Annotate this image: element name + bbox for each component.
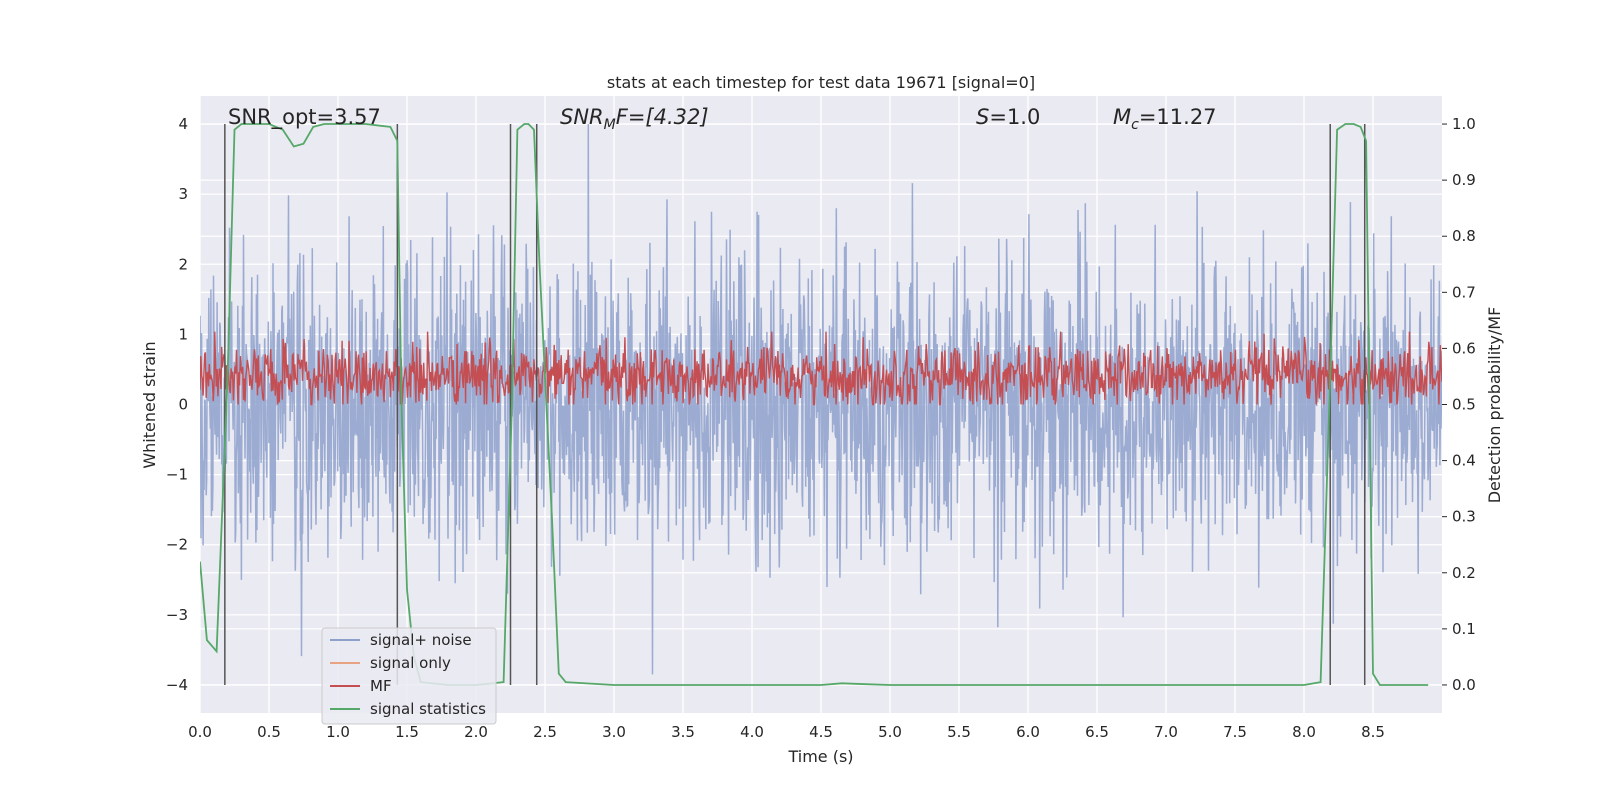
- x-tick-label: 1.5: [395, 723, 419, 741]
- y-tick-label: −4: [166, 676, 188, 694]
- legend-label-mf: MF: [370, 677, 392, 695]
- x-tick-label: 4.5: [809, 723, 833, 741]
- signal-statistics-line: [200, 123, 1429, 686]
- annotation-snr-mf: SNRMF=[4.32]: [560, 105, 709, 133]
- legend-box: [321, 627, 497, 725]
- x-tick-label: 7.5: [1223, 723, 1247, 741]
- y2-tick-label: 0.2: [1452, 564, 1476, 582]
- legend: signal+ noise signal only MF signal stat…: [321, 627, 497, 725]
- y2-axis-ticks: 0.0 0.1 0.2 0.3 0.4 0.5 0.6 0.7 0.8 0.9 1.0: [1442, 115, 1476, 694]
- y2-tick-label: 1.0: [1452, 115, 1476, 133]
- x-tick-label: 0.5: [257, 723, 281, 741]
- y2-tick-label: 0.5: [1452, 396, 1476, 414]
- y2-tick-label: 0.3: [1452, 508, 1476, 526]
- y-tick-label: −1: [166, 466, 188, 484]
- y-tick-label: 4: [178, 115, 188, 133]
- y2-tick-label: 0.8: [1452, 227, 1476, 245]
- chart-title: stats at each timestep for test data 196…: [607, 73, 1035, 92]
- x-tick-label: 8.0: [1292, 723, 1316, 741]
- x-tick-label: 2.5: [533, 723, 557, 741]
- x-tick-label: 0.0: [188, 723, 212, 741]
- annotation-s: S=1.0: [976, 105, 1040, 129]
- signal-statistics-series: [200, 123, 1429, 686]
- y2-tick-label: 0.4: [1452, 452, 1476, 470]
- x-tick-label: 5.0: [878, 723, 902, 741]
- signal-noise-series: [200, 123, 1442, 675]
- x-tick-label: 2.0: [464, 723, 488, 741]
- x-tick-label: 5.5: [947, 723, 971, 741]
- y2-tick-label: 0.0: [1452, 676, 1476, 694]
- y-tick-label: 2: [178, 255, 188, 273]
- x-tick-label: 3.0: [602, 723, 626, 741]
- x-axis-label: Time (s): [787, 747, 853, 766]
- y-tick-label: −2: [166, 536, 188, 554]
- x-tick-label: 6.0: [1016, 723, 1040, 741]
- y2-tick-label: 0.6: [1452, 339, 1476, 357]
- annotation-snr-opt: SNR_opt=3.57: [228, 105, 381, 130]
- mf-series: [200, 331, 1442, 406]
- mf-line: [200, 331, 1442, 406]
- legend-label-signal-only: signal only: [370, 654, 451, 672]
- y-tick-label: −3: [166, 606, 188, 624]
- y-axis-ticks: −4 −3 −2 −1 0 1 2 3 4: [166, 115, 188, 694]
- x-tick-label: 1.0: [326, 723, 350, 741]
- y2-tick-label: 0.9: [1452, 171, 1476, 189]
- x-tick-label: 8.5: [1361, 723, 1385, 741]
- x-tick-label: 6.5: [1085, 723, 1109, 741]
- x-tick-label: 4.0: [740, 723, 764, 741]
- y2-tick-label: 0.1: [1452, 620, 1476, 638]
- y-tick-label: 3: [178, 185, 188, 203]
- y2-axis-label: Detection probability/MF: [1485, 307, 1504, 504]
- y2-tick-label: 0.7: [1452, 283, 1476, 301]
- annotation-mc: Mc=11.27: [1113, 105, 1217, 133]
- legend-label-signal-statistics: signal statistics: [370, 700, 486, 718]
- y-axis-label: Whitened strain: [140, 341, 159, 468]
- x-tick-label: 7.0: [1154, 723, 1178, 741]
- x-axis-ticks: 0.0 0.5 1.0 1.5 2.0 2.5 3.0 3.5 4.0 4.5 5.0 5.5 6.0 6…: [188, 723, 1385, 741]
- y-tick-label: 0: [178, 396, 188, 414]
- y-tick-label: 1: [178, 325, 188, 343]
- signal-noise-line: [200, 123, 1442, 675]
- x-tick-label: 3.5: [671, 723, 695, 741]
- legend-label-signal-noise: signal+ noise: [370, 631, 472, 649]
